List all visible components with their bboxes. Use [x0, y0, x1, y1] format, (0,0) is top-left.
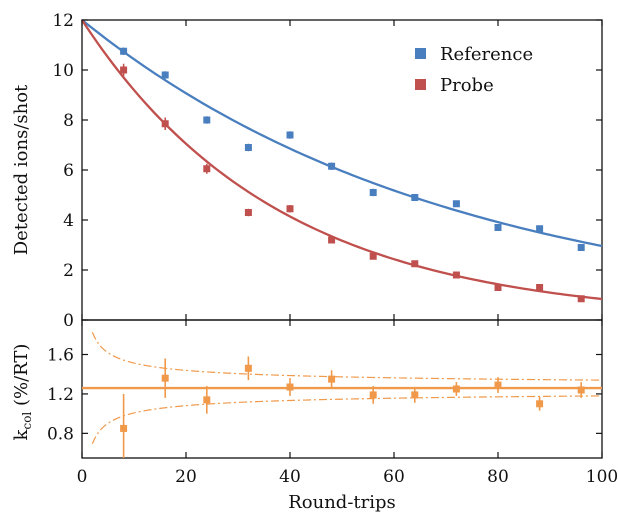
confidence-band-lower [91, 395, 602, 445]
data-point-probe [577, 295, 585, 303]
legend-swatch-probe [415, 79, 426, 90]
data-point-reference [244, 144, 252, 151]
data-point-probe [536, 284, 544, 291]
legend-label-probe: Probe [440, 75, 494, 96]
top-data-points [120, 47, 585, 303]
data-point-probe [369, 252, 377, 260]
kcol-data-point [536, 400, 544, 408]
x-axis-label: Round-trips [288, 492, 396, 513]
data-point-probe [328, 236, 336, 244]
top-y-tick-label: 4 [63, 211, 74, 231]
bottom-y-ticks: 0.8 1.2 1.6 [47, 346, 602, 444]
bottom-panel: 0.8 1.2 1.6 0 20 40 60 80 100 Round-trips kcol … [11, 319, 618, 513]
top-fit-curves [81, 19, 603, 301]
data-point-probe [244, 209, 252, 216]
bottom-y-axis-label-sub: col [20, 412, 34, 430]
top-y-axis-label: Detected ions/shot [11, 84, 32, 255]
x-tick-label: 80 [487, 467, 509, 487]
data-point-probe [286, 205, 294, 213]
data-point-probe [411, 260, 419, 268]
data-point-probe [452, 271, 460, 279]
kcol-data-point [203, 396, 211, 404]
data-point-probe [203, 165, 211, 173]
top-y-ticks: 0 2 4 6 8 10 12 [52, 11, 603, 331]
data-point-reference [411, 194, 419, 201]
top-y-tick-label: 2 [63, 261, 74, 281]
kcol-data-point [369, 391, 377, 399]
kcol-data-point [286, 383, 294, 391]
kcol-data-point [494, 381, 502, 389]
top-panel: 0 2 4 6 8 10 12 Detected ions/shot Reference P… [11, 11, 603, 331]
top-y-tick-label: 6 [63, 161, 74, 181]
kcol-data-point [577, 386, 585, 394]
data-point-reference [203, 116, 211, 124]
kcol-data-point [328, 375, 336, 383]
x-tick-label: 20 [175, 467, 197, 487]
bottom-y-tick-label: 0.8 [47, 424, 74, 444]
data-point-reference [120, 47, 128, 55]
kcol-data-point [244, 364, 252, 372]
data-point-probe [120, 66, 128, 74]
data-point-reference [369, 189, 377, 196]
kcol-data-point [161, 374, 169, 382]
data-point-probe [494, 284, 502, 291]
bottom-data-points [120, 356, 585, 458]
top-y-tick-label: 0 [63, 311, 74, 331]
x-tick-label: 60 [383, 467, 405, 487]
data-point-reference [328, 162, 336, 170]
legend-label-reference: Reference [440, 44, 533, 65]
kcol-data-point [120, 424, 128, 432]
legend-swatch-reference [415, 48, 426, 59]
top-y-tick-label: 12 [52, 11, 74, 31]
data-point-reference [494, 224, 502, 231]
x-ticks: 0 20 40 60 80 100 [77, 320, 618, 487]
bottom-y-axis-label-units: (%/RT) [11, 344, 32, 412]
data-point-reference [286, 131, 294, 139]
confidence-band-upper [91, 332, 602, 381]
data-point-reference [452, 200, 460, 208]
data-point-reference [577, 244, 585, 251]
x-tick-label: 100 [586, 467, 618, 487]
data-point-reference [536, 225, 544, 233]
top-y-tick-label: 10 [52, 61, 74, 81]
x-tick-label: 40 [279, 467, 301, 487]
bottom-y-tick-label: 1.6 [47, 346, 74, 366]
data-point-probe [161, 120, 169, 128]
top-y-tick-label: 8 [63, 111, 74, 131]
data-point-reference [161, 71, 169, 79]
fit-curve-probe [81, 19, 603, 301]
legend: Reference Probe [415, 44, 533, 96]
kcol-data-point [452, 385, 460, 393]
kcol-data-point [411, 391, 419, 399]
bottom-confidence-band [91, 332, 602, 445]
fit-curve-reference [81, 19, 603, 248]
bottom-y-axis-label: kcol (%/RT) [11, 344, 34, 441]
bottom-y-tick-label: 1.2 [47, 385, 74, 405]
bottom-y-axis-label-main: k [11, 428, 32, 440]
x-tick-label: 0 [77, 467, 88, 487]
